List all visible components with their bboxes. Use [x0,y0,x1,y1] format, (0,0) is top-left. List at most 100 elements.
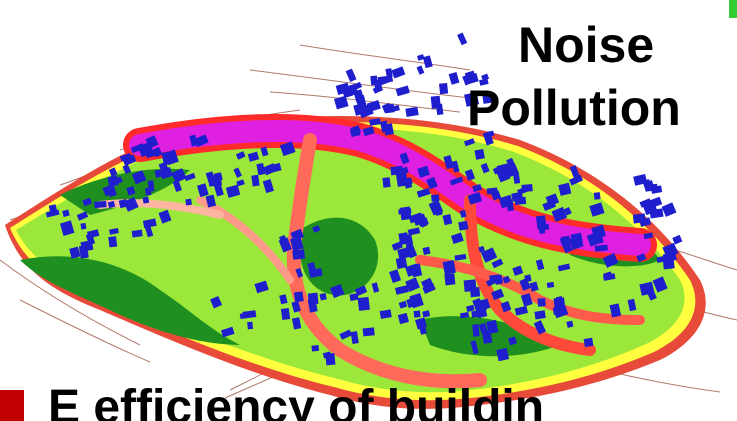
building-block [535,259,545,271]
building-block [279,294,288,305]
buildings-layer [45,32,683,366]
building-block [458,220,469,231]
building-block [131,229,143,238]
building-block [210,296,223,309]
building-block [569,165,580,178]
building-block [357,296,370,311]
building-block [492,164,507,175]
building-block [350,331,359,344]
building-block [439,82,449,95]
building-block [108,167,118,177]
dark-green-zone-left [20,256,240,345]
building-block [482,92,496,104]
building-block [491,288,505,301]
building-block [395,257,408,270]
building-block [108,236,118,248]
building-block [661,202,677,217]
building-block [433,202,443,216]
building-block [521,183,533,193]
building-block [390,165,404,176]
building-block [362,126,375,137]
building-block [594,244,608,252]
building-block [520,293,533,307]
building-block [639,281,655,296]
building-block [247,151,260,162]
building-block [398,232,410,246]
title-line-2: Pollution [467,80,681,136]
building-block [466,304,475,313]
building-block [399,206,412,221]
building-block [158,209,172,224]
bullet-marker [0,390,24,421]
building-block [291,317,302,330]
building-block [449,176,464,186]
building-block [417,165,430,178]
building-block [405,263,420,277]
building-block [498,194,514,209]
building-block [119,153,132,162]
building-block [417,54,425,61]
building-block [383,76,394,84]
building-block [602,273,616,281]
building-block [649,196,663,208]
building-block [470,340,479,355]
building-block [496,347,510,362]
building-block [662,250,678,264]
building-block [126,186,136,196]
building-block [444,273,456,286]
building-block [416,65,425,75]
building-block [371,282,380,293]
building-block [589,202,605,217]
building-block [533,320,546,335]
building-block [205,194,217,208]
building-block [311,345,320,352]
building-block [558,182,572,196]
building-block [335,82,350,96]
building-block [80,240,94,252]
building-block [395,85,410,97]
building-block [236,179,245,187]
building-block [113,176,123,185]
building-block [395,285,409,295]
building-block [280,307,291,321]
building-block [382,177,391,188]
building-block [220,326,235,338]
building-block [479,78,489,86]
building-block [262,179,275,194]
building-block [122,164,132,175]
building-block [443,155,454,170]
building-block [354,285,368,296]
bottom-caption: E efficiency of buildin [48,381,545,421]
building-block [418,322,427,335]
building-block [464,169,476,181]
building-block [142,218,157,229]
building-block [478,322,488,334]
building-block [442,260,456,275]
building-block [333,95,349,110]
building-block [422,55,433,69]
building-block [383,103,395,114]
building-block [307,262,317,275]
building-block [295,267,304,278]
building-block [312,225,321,233]
building-block [262,163,277,176]
building-block [649,208,664,219]
building-block [247,321,254,330]
building-block [279,141,296,157]
building-block [566,320,574,328]
building-block [131,170,147,185]
building-block [546,281,555,289]
building-block [372,85,384,94]
building-block [472,183,483,192]
building-block [639,198,652,208]
dark-green-zone-topleft [60,168,190,215]
building-block [407,227,421,236]
building-block [475,307,488,319]
building-block [426,176,438,190]
building-block [196,183,209,198]
building-block [500,300,512,313]
building-block [161,151,172,166]
building-block [354,81,363,90]
building-block [69,246,81,259]
building-block [339,329,353,340]
